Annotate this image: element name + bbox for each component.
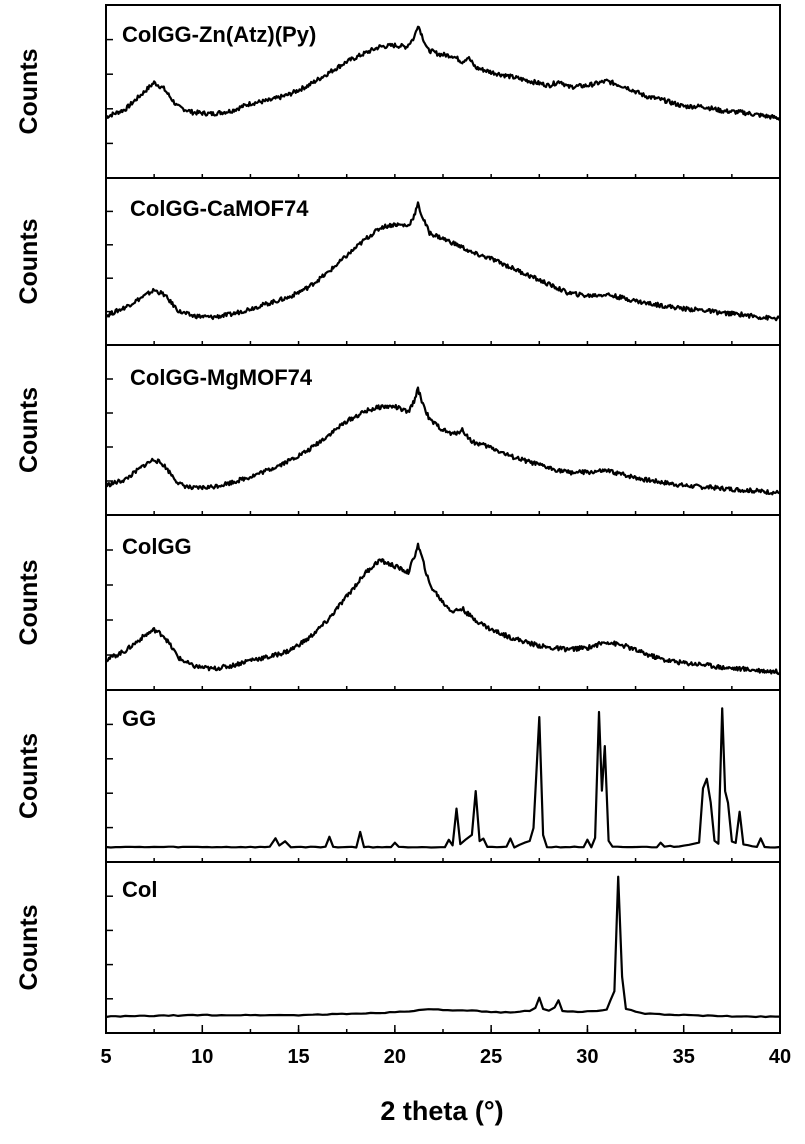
series-label: ColGG <box>122 534 192 559</box>
y-axis-label: Counts <box>15 559 43 645</box>
panel-5: Counts GG <box>15 689 781 863</box>
x-axis-label: 2 theta (°) <box>380 1096 503 1126</box>
y-axis-label: Counts <box>15 387 43 473</box>
x-tick-label: 35 <box>673 1046 695 1068</box>
series-label: GG <box>122 706 156 731</box>
panels-group: Counts ColGG-Zn(Atz)(Py) Counts ColGG-CaMOF… <box>15 4 781 1034</box>
series-label: Col <box>122 877 157 902</box>
x-tick-label: 25 <box>480 1046 502 1068</box>
x-tick-label: 15 <box>287 1046 309 1068</box>
x-tick-label: 5 <box>100 1046 111 1068</box>
series-line-1 <box>105 25 781 121</box>
x-tick-label: 30 <box>576 1046 598 1068</box>
panel-frame <box>105 689 781 863</box>
series-line-2 <box>104 201 781 322</box>
x-tick-label: 40 <box>769 1046 791 1068</box>
series-label: ColGG-MgMOF74 <box>130 365 313 390</box>
series-line-5 <box>105 707 781 849</box>
y-axis-label: Counts <box>15 48 43 134</box>
series-line-6 <box>105 875 780 1019</box>
series-line-4 <box>105 542 781 676</box>
y-axis-label: Counts <box>15 904 43 990</box>
x-tick-label: 20 <box>384 1046 406 1068</box>
series-label: ColGG-CaMOF74 <box>130 196 309 221</box>
series-line-3 <box>105 386 781 496</box>
x-tick-label: 10 <box>191 1046 213 1068</box>
series-label: ColGG-Zn(Atz)(Py) <box>122 22 316 47</box>
panel-6: Counts Col <box>15 861 781 1034</box>
panel-4: Counts ColGG <box>15 514 781 691</box>
panel-3: Counts ColGG-MgMOF74 <box>15 344 781 516</box>
panel-frame <box>105 861 781 1034</box>
panel-2: Counts ColGG-CaMOF74 <box>15 177 781 346</box>
y-axis-label: Counts <box>15 733 43 819</box>
panel-1: Counts ColGG-Zn(Atz)(Py) <box>15 4 781 179</box>
x-axis: 5 10 15 20 25 30 35 40 <box>100 1025 791 1068</box>
y-axis-label: Counts <box>15 218 43 304</box>
